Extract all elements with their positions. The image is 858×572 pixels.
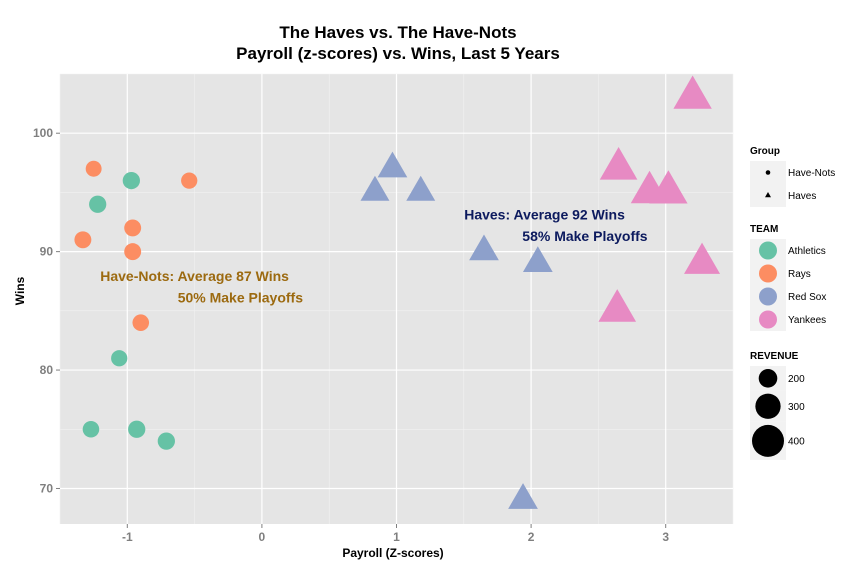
legend-group-label: Have-Nots <box>788 168 835 179</box>
rays-point <box>74 231 92 249</box>
legend-team-label: Red Sox <box>788 292 826 303</box>
legend-team-label: Athletics <box>788 246 826 257</box>
legend-team-key <box>759 264 777 283</box>
athletics-point <box>89 195 107 213</box>
legend-revenue-title: REVENUE <box>750 351 799 362</box>
legend-triangle-key <box>765 192 771 198</box>
y-tick-label: 80 <box>40 363 54 377</box>
rays-point <box>181 172 198 189</box>
legend-team-label: Yankees <box>788 315 826 326</box>
athletics-point <box>111 350 128 367</box>
legend-team-key <box>759 241 777 260</box>
chart-title: The Haves vs. The Have-Nots <box>279 23 516 42</box>
legend-team-label: Rays <box>788 269 811 280</box>
annotation-text: Haves: Average 92 Wins <box>464 207 625 223</box>
chart-subtitle: Payroll (z-scores) vs. Wins, Last 5 Year… <box>236 44 560 63</box>
x-axis-title: Payroll (Z-scores) <box>342 546 443 560</box>
axis-ticks: -1 0 1 2 3 70 80 90 100 <box>33 126 669 544</box>
x-tick-label: 2 <box>528 530 535 544</box>
y-tick-label: 90 <box>40 245 54 259</box>
x-tick-label: 0 <box>259 530 266 544</box>
red-sox-point <box>508 483 538 509</box>
yankees-point <box>598 289 637 322</box>
legend-revenue-label: 300 <box>788 402 805 413</box>
red-sox-point <box>469 234 499 261</box>
annotations: Have-Nots: Average 87 Wins 50% Make Playo… <box>100 207 648 306</box>
legend-circle-key <box>765 170 771 175</box>
annotation-text: 58% Make Playoffs <box>522 228 647 244</box>
rays-point <box>124 243 142 261</box>
yankees-point <box>673 75 712 109</box>
legend-team-title: TEAM <box>750 224 778 235</box>
x-tick-label: 3 <box>662 530 669 544</box>
annotation-text: 50% Make Playoffs <box>178 290 303 306</box>
red-sox-point <box>522 246 553 273</box>
legend-revenue-key <box>752 424 784 457</box>
data-points <box>74 75 721 509</box>
yankees-point <box>684 242 721 274</box>
rays-point <box>85 160 102 177</box>
yankees-point <box>599 147 638 180</box>
grid-lines <box>59 73 734 524</box>
y-tick-label: 100 <box>33 126 53 140</box>
athletics-point <box>157 432 175 450</box>
red-sox-point <box>377 151 408 178</box>
annotation-text: Have-Nots: Average 87 Wins <box>100 268 289 284</box>
y-axis-title: Wins <box>13 276 27 305</box>
legend-group-title: Group <box>750 146 780 157</box>
legend: Group Have-Nots Haves TEAM Athletics Rays Red … <box>750 146 835 460</box>
legend-revenue-key <box>755 393 781 419</box>
athletics-point <box>128 420 146 438</box>
legend-revenue-label: 200 <box>788 374 805 385</box>
red-sox-point <box>406 175 436 201</box>
legend-team-key <box>759 287 777 306</box>
rays-point <box>124 219 142 237</box>
legend-revenue-label: 400 <box>788 436 805 447</box>
x-tick-label: -1 <box>122 530 133 544</box>
red-sox-point <box>360 175 390 201</box>
x-tick-label: 1 <box>393 530 400 544</box>
y-tick-label: 70 <box>40 481 54 495</box>
athletics-point <box>122 171 140 190</box>
legend-revenue-key <box>758 369 778 388</box>
rays-point <box>132 314 150 331</box>
athletics-point <box>82 420 100 438</box>
yankees-point <box>649 170 688 204</box>
legend-group-label: Haves <box>788 191 816 202</box>
legend-team-key <box>759 310 777 329</box>
